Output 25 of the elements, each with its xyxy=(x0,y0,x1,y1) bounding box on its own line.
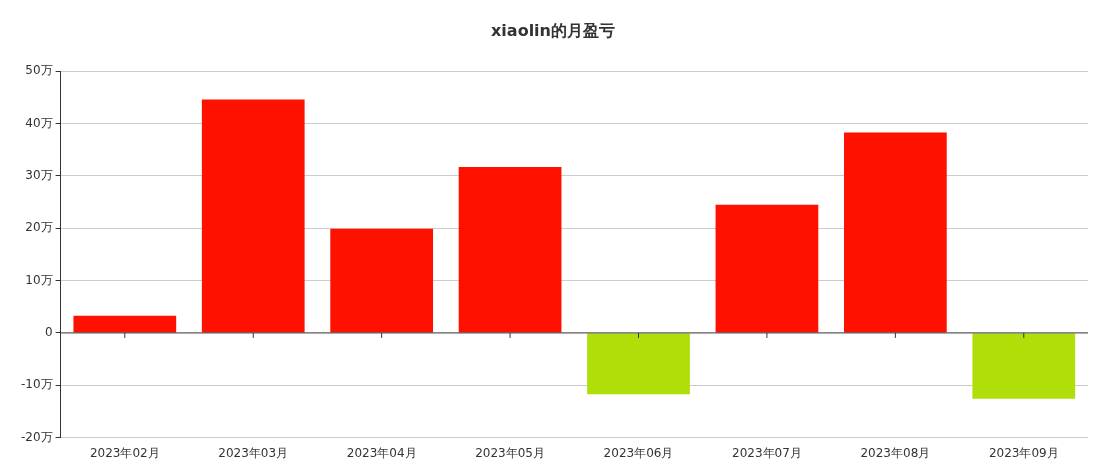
bar xyxy=(587,333,690,395)
bar xyxy=(73,315,177,333)
y-tick-label: -20万 xyxy=(20,429,53,444)
bar xyxy=(201,99,305,333)
bar xyxy=(843,132,947,333)
y-tick-label: 50万 xyxy=(25,63,53,78)
x-tick-label: 2023年02月 xyxy=(89,445,160,460)
x-tick-label: 2023年04月 xyxy=(346,445,417,460)
bar xyxy=(715,204,819,333)
x-tick-label: 2023年08月 xyxy=(860,445,931,460)
x-tick-label: 2023年06月 xyxy=(603,445,674,460)
bar xyxy=(972,333,1076,399)
y-tick-label: 20万 xyxy=(25,220,53,235)
bar xyxy=(330,228,434,333)
x-tick-label: 2023年07月 xyxy=(732,445,802,460)
bar xyxy=(458,166,562,333)
x-tick-label: 2023年05月 xyxy=(475,445,545,460)
x-tick-label: 2023年09月 xyxy=(988,445,1059,460)
chart-title: xiaolin的月盈亏 xyxy=(491,20,615,40)
y-tick-label: -10万 xyxy=(20,377,53,392)
y-tick-label: 10万 xyxy=(25,272,53,287)
x-tick-label: 2023年03月 xyxy=(218,445,289,460)
y-tick-label: 30万 xyxy=(25,168,53,183)
y-tick-label: 40万 xyxy=(25,115,53,130)
y-tick-label: 0 xyxy=(44,325,53,340)
